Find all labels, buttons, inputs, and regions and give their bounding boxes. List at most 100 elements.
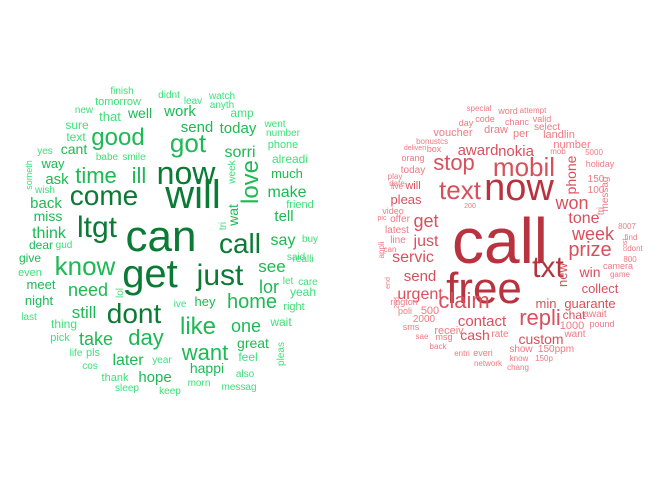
ham-word-just: just xyxy=(196,259,244,292)
ham-word-also: also xyxy=(236,369,255,380)
spam-word-150p: 150p xyxy=(535,354,553,363)
ham-word-didnt: didnt xyxy=(158,90,180,101)
ham-word-can: can xyxy=(126,212,197,261)
spam-word-await: await xyxy=(583,309,607,320)
spam-word-rington: rington xyxy=(390,297,418,307)
ham-word-much: much xyxy=(271,166,303,181)
spam-word-8007: 8007 xyxy=(618,222,636,231)
ham-word-ask: ask xyxy=(45,171,69,188)
spam-word-chang: chang xyxy=(507,363,529,372)
ham-word-week: week xyxy=(227,159,238,184)
spam-word-messag: messag xyxy=(600,176,611,211)
ham-word-keep: keep xyxy=(159,386,181,397)
spam-word-box: box xyxy=(427,144,442,154)
ham-word-say: say xyxy=(271,232,296,249)
ham-word-sorri: sorri xyxy=(224,144,255,161)
spam-word-500: 500 xyxy=(421,305,439,317)
ham-word-tri: tri xyxy=(218,222,229,230)
ham-word-sure: sure xyxy=(65,118,89,132)
ham-word-work: work xyxy=(163,103,196,120)
spam-word-now: now xyxy=(484,167,554,209)
ham-word-day: day xyxy=(128,325,163,350)
spam-word-pic: pic xyxy=(378,215,387,222)
spam-word-number: number xyxy=(553,139,591,151)
ham-word-home: home xyxy=(227,291,277,313)
ham-word-cant: cant xyxy=(61,141,88,157)
spam-word-everi: everi xyxy=(473,348,493,358)
spam-word-100: 100 xyxy=(588,185,605,196)
ham-word-give: give xyxy=(19,251,41,265)
spam-word-show: show xyxy=(509,344,533,355)
ham-word-miss: miss xyxy=(34,208,63,224)
ham-word-great: great xyxy=(237,335,269,351)
ham-word-anyth: anyth xyxy=(210,100,234,111)
ham-word-yes: yes xyxy=(37,146,53,157)
ham-word-care: care xyxy=(298,277,318,288)
ham-word-night: night xyxy=(25,293,54,308)
spam-word-receiv: receiv xyxy=(434,325,464,337)
spam-word-live: live xyxy=(391,182,404,191)
spam-word-appli: appli xyxy=(377,241,386,258)
spam-word-find: find xyxy=(625,233,638,242)
ham-word-pick: pick xyxy=(50,332,70,344)
spam-word-2nd: 2nd xyxy=(394,297,401,309)
ham-word-got: got xyxy=(170,128,207,158)
spam-word-new: new xyxy=(555,262,570,286)
spam-word-dont: dont xyxy=(627,244,643,253)
spam-word-5000: 5000 xyxy=(585,148,603,157)
spam-word-tcs: tcs xyxy=(438,137,448,146)
ham-word-number: number xyxy=(266,128,301,139)
spam-word-voucher: voucher xyxy=(433,127,472,139)
ham-word-buy: buy xyxy=(302,234,318,245)
spam-word-call: call xyxy=(452,205,548,277)
ham-word-happi: happi xyxy=(190,360,224,376)
spam-word-150ppm: 150ppm xyxy=(538,344,574,355)
spam-word-2000: 2000 xyxy=(413,314,436,325)
ham-word-still: still xyxy=(72,303,97,322)
ham-word-wait: wait xyxy=(269,315,292,329)
spam-word-per: per xyxy=(513,128,529,140)
spam-word-poli: poli xyxy=(398,306,412,316)
ham-word-wat: wat xyxy=(225,204,241,227)
spam-word-holiday: holiday xyxy=(586,159,615,169)
spam-word-select: select xyxy=(534,122,560,133)
spam-word-code: code xyxy=(475,114,495,124)
ham-word-let: let xyxy=(283,276,294,287)
ham-word-today: today xyxy=(220,120,257,137)
ham-word-want: want xyxy=(181,340,228,365)
ham-word-think: think xyxy=(32,225,67,242)
ham-word-right: right xyxy=(283,301,304,313)
ham-word-cos: cos xyxy=(82,361,98,372)
ham-word-watch: watch xyxy=(208,91,235,102)
ham-word-get: get xyxy=(122,252,178,296)
spam-word-today: today xyxy=(401,165,425,176)
spam-word-just: just xyxy=(413,233,439,250)
ham-word-someth: someth xyxy=(24,160,34,190)
ham-word-lor: lor xyxy=(259,277,279,297)
ham-word-babe: babe xyxy=(96,152,119,163)
spam-word-week: week xyxy=(571,224,615,244)
spam-word-deliveri: deliveri xyxy=(404,145,427,152)
spam-word-min: min xyxy=(536,296,557,311)
ham-word-ltgt: ltgt xyxy=(77,211,118,244)
ham-word-friend: friend xyxy=(286,199,314,211)
spam-word-sae: sae xyxy=(416,332,429,341)
spam-word-know: know xyxy=(510,354,529,363)
spam-word-end: end xyxy=(385,277,392,289)
ham-word-alreadi: alreadi xyxy=(272,152,308,166)
spam-word-collect: collect xyxy=(582,281,619,296)
ham-word-see: see xyxy=(258,257,285,276)
ham-word-know: know xyxy=(55,251,116,281)
spam-word-day: day xyxy=(459,118,474,128)
ham-word-messag: messag xyxy=(221,382,256,393)
spam-word-camera: camera xyxy=(603,261,633,271)
ham-word-feel: feel xyxy=(238,350,257,364)
spam-word-urgent: urgent xyxy=(397,286,443,303)
spam-word-award: award xyxy=(458,142,499,159)
spam-word-latest: latest xyxy=(385,225,409,236)
ham-word-need: need xyxy=(68,280,108,300)
spam-word-will: will xyxy=(404,180,420,192)
spam-word-800: 800 xyxy=(623,255,637,264)
spam-word-chanc: chanc xyxy=(505,117,530,127)
